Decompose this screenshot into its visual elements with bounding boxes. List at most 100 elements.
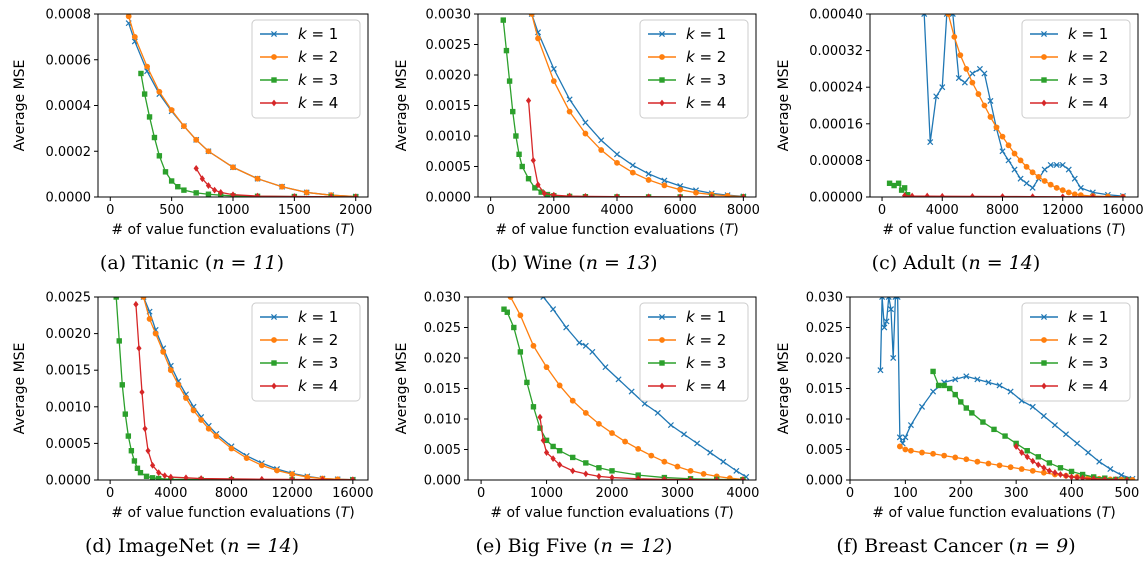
data-point-f-0-13 [918, 403, 926, 410]
data-point-f-1-8 [974, 458, 981, 465]
x-tick-label-f-1: 100 [893, 486, 918, 501]
legend-marker-f-0 [1040, 313, 1048, 321]
data-point-e-3-6 [583, 470, 589, 478]
caption-a-math: n = 11 [212, 252, 277, 274]
data-point-b-2-0 [500, 17, 506, 23]
y-tick-label-a-2: 0.0004 [46, 99, 92, 114]
y-tick-label-d-3: 0.0015 [46, 364, 92, 379]
series-line-a-1 [128, 16, 356, 197]
legend-marker-c-2 [1041, 77, 1047, 83]
data-point-e-0-8 [628, 388, 635, 395]
legend-label-c-0: k = 1 [1068, 25, 1108, 43]
legend-label-d-2: k = 3 [298, 354, 338, 372]
legend-marker-a-0 [270, 30, 278, 38]
y-tick-label-a-0: 0.0000 [46, 191, 92, 206]
data-point-f-1-11 [1007, 464, 1014, 471]
x-tick-label-c-3: 12000 [1042, 203, 1083, 218]
legend-label-f-2: k = 3 [1068, 354, 1108, 372]
data-point-d-3-15 [350, 476, 356, 480]
data-point-b-3-0 [525, 97, 532, 105]
x-tick-label-d-1: 4000 [154, 486, 187, 501]
x-axis-label-e: # of value function evaluations (T) [490, 505, 733, 521]
data-point-c-3-6 [1030, 193, 1036, 197]
data-point-c-3-9 [1120, 193, 1126, 197]
data-point-e-1-7 [596, 420, 602, 427]
data-point-a-2-8 [181, 187, 187, 193]
data-point-d-1-10 [213, 433, 220, 439]
y-tick-label-d-0: 0.0000 [46, 474, 92, 489]
data-point-b-1-5 [598, 147, 605, 153]
data-point-f-2-6 [963, 405, 970, 411]
data-point-d-1-13 [258, 462, 265, 469]
data-point-e-0-7 [615, 376, 622, 383]
data-point-b-2-7 [525, 176, 532, 182]
data-point-d-1-1 [146, 316, 153, 322]
data-point-c-1-17 [1047, 181, 1054, 188]
legend-marker-b-0 [658, 30, 666, 38]
data-point-d-3-8 [168, 473, 174, 480]
legend-label-e-0: k = 1 [686, 308, 726, 326]
series-group-d [113, 297, 356, 480]
data-point-b-3-5 [567, 192, 573, 197]
data-point-a-2-9 [193, 190, 199, 196]
data-point-c-0-13 [999, 148, 1006, 155]
legend-label-e-1: k = 2 [686, 331, 726, 349]
y-tick-label-d-5: 0.0025 [46, 291, 92, 306]
caption-c: (c) Adult (n = 14) [871, 252, 1041, 274]
data-point-f-2-8 [980, 419, 986, 425]
plot-frame-d [97, 296, 369, 481]
data-point-c-2-0 [886, 180, 893, 186]
data-point-b-1-4 [582, 130, 589, 137]
data-point-b-3-8 [645, 193, 652, 197]
data-point-f-1-0 [896, 443, 903, 450]
data-point-b-1-10 [677, 186, 684, 193]
data-point-f-3-5 [1041, 464, 1047, 472]
x-tick-label-c-2: 8000 [986, 203, 1019, 218]
data-point-c-1-7 [987, 114, 994, 120]
data-point-c-3-1 [909, 192, 915, 197]
data-point-b-1-2 [550, 78, 557, 84]
data-point-c-1-0 [945, 14, 952, 17]
data-point-c-1-10 [1005, 142, 1012, 149]
data-point-a-1-11 [303, 189, 310, 196]
data-point-f-1-10 [996, 462, 1003, 469]
data-point-d-2-11 [155, 475, 162, 480]
data-point-a-2-7 [175, 184, 181, 190]
data-point-d-1-16 [304, 474, 311, 480]
data-point-c-0-2 [933, 93, 940, 100]
chart-panel-e: 0 1000 2000 3000 4000 0.000 0.005 0.010 0.015 0.0… [382, 283, 764, 533]
data-point-f-1-3 [919, 449, 925, 456]
x-tick-label-b-2: 4000 [600, 203, 633, 218]
data-point-c-2-5 [904, 192, 911, 197]
data-point-f-1-14 [1040, 469, 1047, 476]
plot-frame-c [869, 13, 1139, 198]
data-point-c-0-7 [961, 79, 968, 86]
y-tick-label-f-2: 0.010 [806, 413, 843, 428]
legend-box-e [639, 302, 749, 402]
data-point-f-0-16 [952, 376, 959, 383]
x-tick-label-e-2: 2000 [595, 486, 628, 501]
data-point-a-1-9 [254, 175, 261, 182]
x-tick-label-d-4: 16000 [332, 486, 373, 501]
data-point-b-1-7 [629, 169, 636, 176]
data-point-b-1-13 [724, 192, 731, 197]
data-point-f-3-10 [1068, 473, 1075, 480]
x-tick-label-c-0: 0 [878, 203, 886, 218]
data-point-b-2-6 [519, 163, 525, 170]
y-axis-label-c: Average MSE [776, 60, 792, 152]
x-tick-label-b-0: 0 [486, 203, 494, 218]
data-point-c-1-20 [1065, 189, 1072, 196]
data-point-b-1-3 [566, 108, 573, 115]
chart-svg-b: 0 2000 4000 6000 8000 0.0000 0.0005 0.0010 0.001… [394, 8, 760, 239]
data-point-f-0-6 [890, 354, 897, 362]
data-point-c-0-17 [1023, 180, 1030, 187]
chart-panel-d: 0 4000 8000 12000 16000 0.0000 0.0005 0.0010 0.0… [0, 283, 382, 533]
legend-b: k = 1 k = 2 k = 3 k = 4 [639, 19, 749, 119]
data-point-e-3-13 [740, 476, 746, 480]
data-point-f-1-7 [963, 456, 970, 463]
data-point-c-1-3 [963, 66, 970, 72]
data-point-d-3-5 [150, 461, 156, 469]
data-point-e-2-4 [524, 379, 530, 386]
x-tick-label-d-3: 12000 [271, 486, 312, 501]
legend-marker-f-2 [1041, 360, 1047, 366]
